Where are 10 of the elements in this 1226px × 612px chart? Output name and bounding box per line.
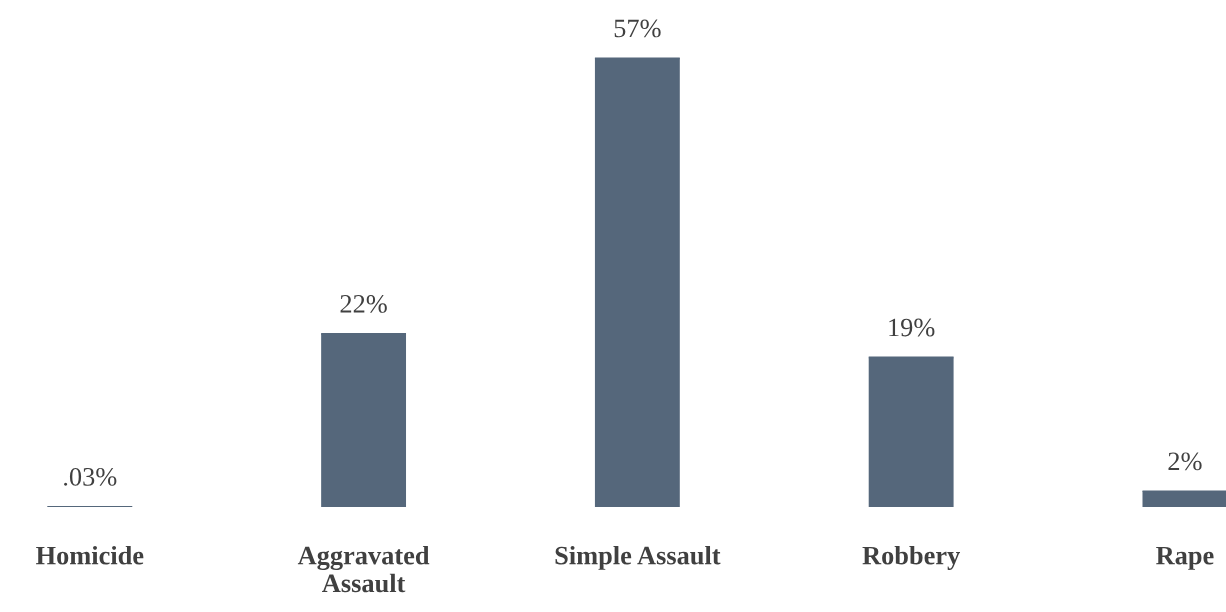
data-label: 22%	[340, 294, 387, 313]
x-tick-label: Homicide	[36, 545, 144, 565]
data-label: 57%	[614, 19, 661, 38]
data-label: .03%	[64, 467, 117, 486]
x-tick-label: Rape	[1156, 546, 1214, 570]
data-label: 2%	[1168, 452, 1202, 471]
x-tick-label: Aggravated Assault	[297, 545, 430, 593]
data-label: 19%	[889, 318, 935, 337]
x-tick-label: Robbery	[862, 545, 961, 570]
x-tick-label: Simple Assault	[555, 545, 721, 570]
